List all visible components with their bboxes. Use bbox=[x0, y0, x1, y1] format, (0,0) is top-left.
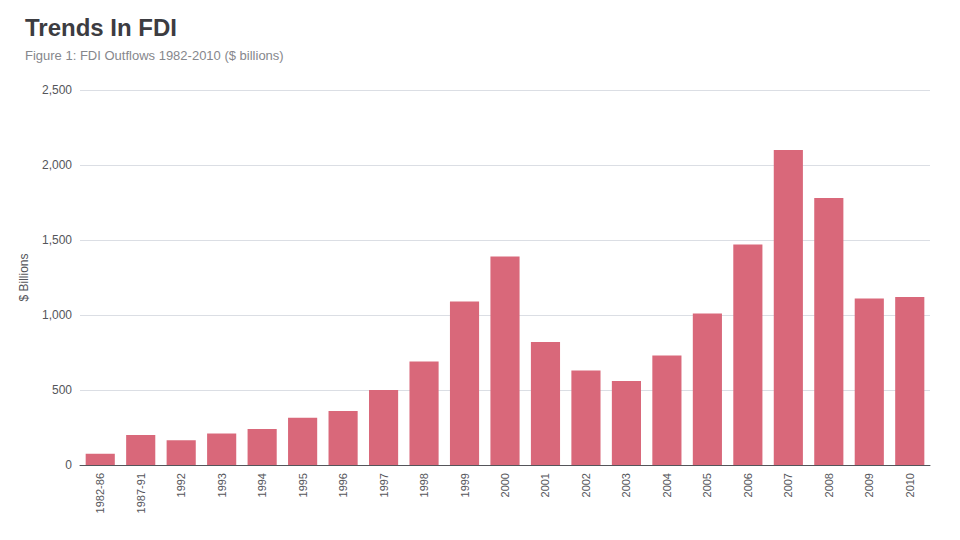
svg-text:Figure 1: FDI Outflows 1982-20: Figure 1: FDI Outflows 1982-2010 ($ bill… bbox=[25, 48, 284, 63]
svg-text:2003: 2003 bbox=[620, 473, 632, 497]
svg-text:Trends In FDI: Trends In FDI bbox=[25, 14, 177, 41]
svg-text:2001: 2001 bbox=[539, 473, 551, 497]
svg-text:2,500: 2,500 bbox=[42, 83, 72, 97]
svg-text:2000: 2000 bbox=[499, 473, 511, 497]
svg-text:2006: 2006 bbox=[742, 473, 754, 497]
svg-text:2,000: 2,000 bbox=[42, 158, 72, 172]
svg-text:500: 500 bbox=[52, 383, 72, 397]
svg-text:$ Billions: $ Billions bbox=[17, 253, 31, 301]
svg-text:1982-86: 1982-86 bbox=[94, 473, 106, 513]
svg-text:1992: 1992 bbox=[175, 473, 187, 497]
svg-text:1995: 1995 bbox=[297, 473, 309, 497]
svg-text:2007: 2007 bbox=[782, 473, 794, 497]
svg-text:2010: 2010 bbox=[904, 473, 916, 497]
svg-text:1996: 1996 bbox=[337, 473, 349, 497]
svg-text:2004: 2004 bbox=[661, 473, 673, 497]
svg-text:1993: 1993 bbox=[216, 473, 228, 497]
svg-text:2002: 2002 bbox=[580, 473, 592, 497]
svg-text:1997: 1997 bbox=[378, 473, 390, 497]
svg-text:0: 0 bbox=[65, 458, 72, 472]
svg-text:1,500: 1,500 bbox=[42, 233, 72, 247]
svg-text:2005: 2005 bbox=[701, 473, 713, 497]
svg-text:1999: 1999 bbox=[459, 473, 471, 497]
svg-text:2008: 2008 bbox=[823, 473, 835, 497]
svg-text:1998: 1998 bbox=[418, 473, 430, 497]
svg-text:1987-91: 1987-91 bbox=[135, 473, 147, 513]
svg-text:2009: 2009 bbox=[863, 473, 875, 497]
svg-text:1994: 1994 bbox=[256, 473, 268, 497]
svg-text:1,000: 1,000 bbox=[42, 308, 72, 322]
